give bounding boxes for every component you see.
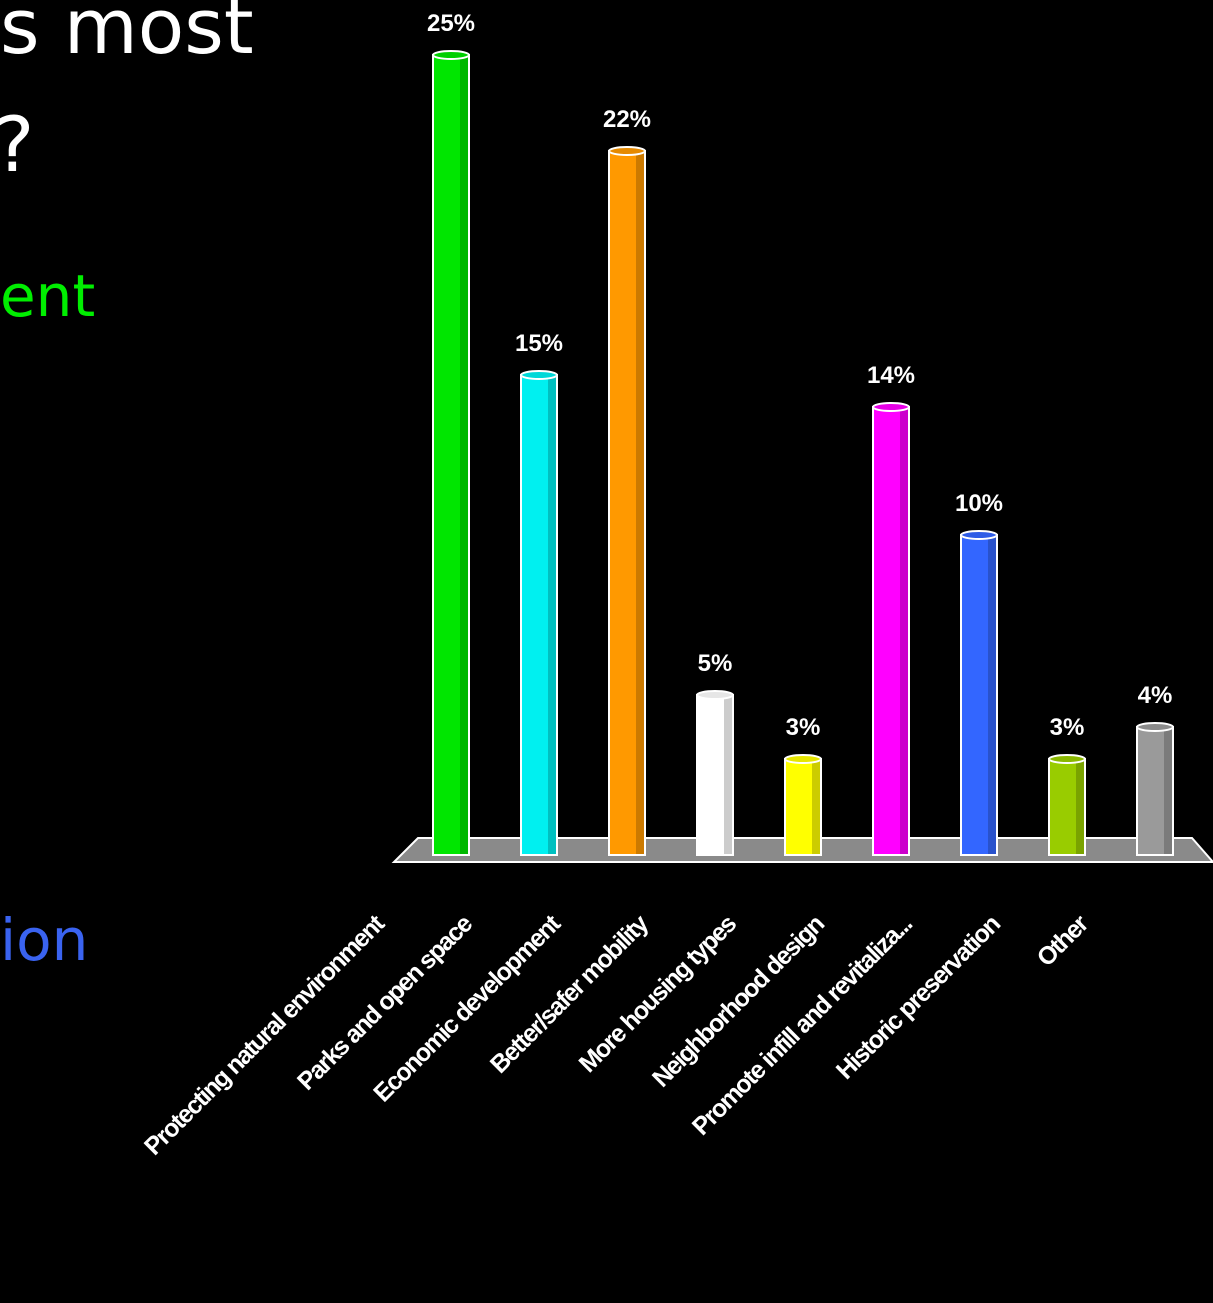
bar-cap (520, 370, 558, 380)
bar-shade (988, 536, 996, 854)
bar-shade (548, 376, 556, 854)
bar-cap (696, 690, 734, 700)
bar-more-housing-types (784, 754, 822, 856)
bar-neighborhood-design (872, 402, 910, 856)
answer-option-fragment-green: ent (0, 262, 96, 330)
bar-better-safer-mobility (696, 690, 734, 856)
chart-value-labels: 25% 15% 22% 5% 3% 14% 10% 3% 4% (427, 10, 1172, 741)
value-label: 25% (427, 10, 475, 37)
bar-shade (460, 56, 468, 854)
value-label: 10% (955, 490, 1003, 517)
bar-parks-and-open-space (520, 370, 558, 856)
slide-title-fragment: s most (0, 0, 254, 71)
category-label: Neighborhood design (647, 910, 829, 1092)
value-label: 22% (603, 106, 651, 133)
bar-promote-infill-and-revitaliza (960, 530, 998, 856)
category-label: Historic preservation (831, 910, 1006, 1085)
value-label: 4% (1138, 682, 1173, 709)
bar-historic-preservation (1048, 754, 1086, 856)
bar-protecting-natural-environment (432, 50, 470, 856)
chart-bars (432, 50, 1174, 856)
bar-shade (812, 760, 820, 854)
category-label: More housing types (574, 910, 742, 1078)
category-label: Other (1032, 909, 1095, 972)
bar-cap (432, 50, 470, 60)
category-label: Parks and open space (292, 909, 478, 1095)
value-label: 3% (786, 714, 821, 741)
bar-economic-development (608, 146, 646, 856)
bar-shade (1164, 728, 1172, 854)
bar-shade (636, 152, 644, 854)
bar-cap (1048, 754, 1086, 764)
bar-shade (1076, 760, 1084, 854)
value-label: 15% (515, 330, 563, 357)
bar-cap (1136, 722, 1174, 732)
bar-shade (900, 408, 908, 854)
bar-other (1136, 722, 1174, 856)
bar-shade (724, 696, 732, 854)
value-label: 5% (698, 650, 733, 677)
bar-cap (608, 146, 646, 156)
bar-cap (960, 530, 998, 540)
value-label: 3% (1050, 714, 1085, 741)
bar-cap (872, 402, 910, 412)
answer-option-fragment-blue: ion (0, 906, 89, 974)
category-label: Better/safer mobility (485, 909, 655, 1079)
slide-title-question-mark: ? (0, 100, 34, 189)
value-label: 14% (867, 362, 915, 389)
bar-cap (784, 754, 822, 764)
